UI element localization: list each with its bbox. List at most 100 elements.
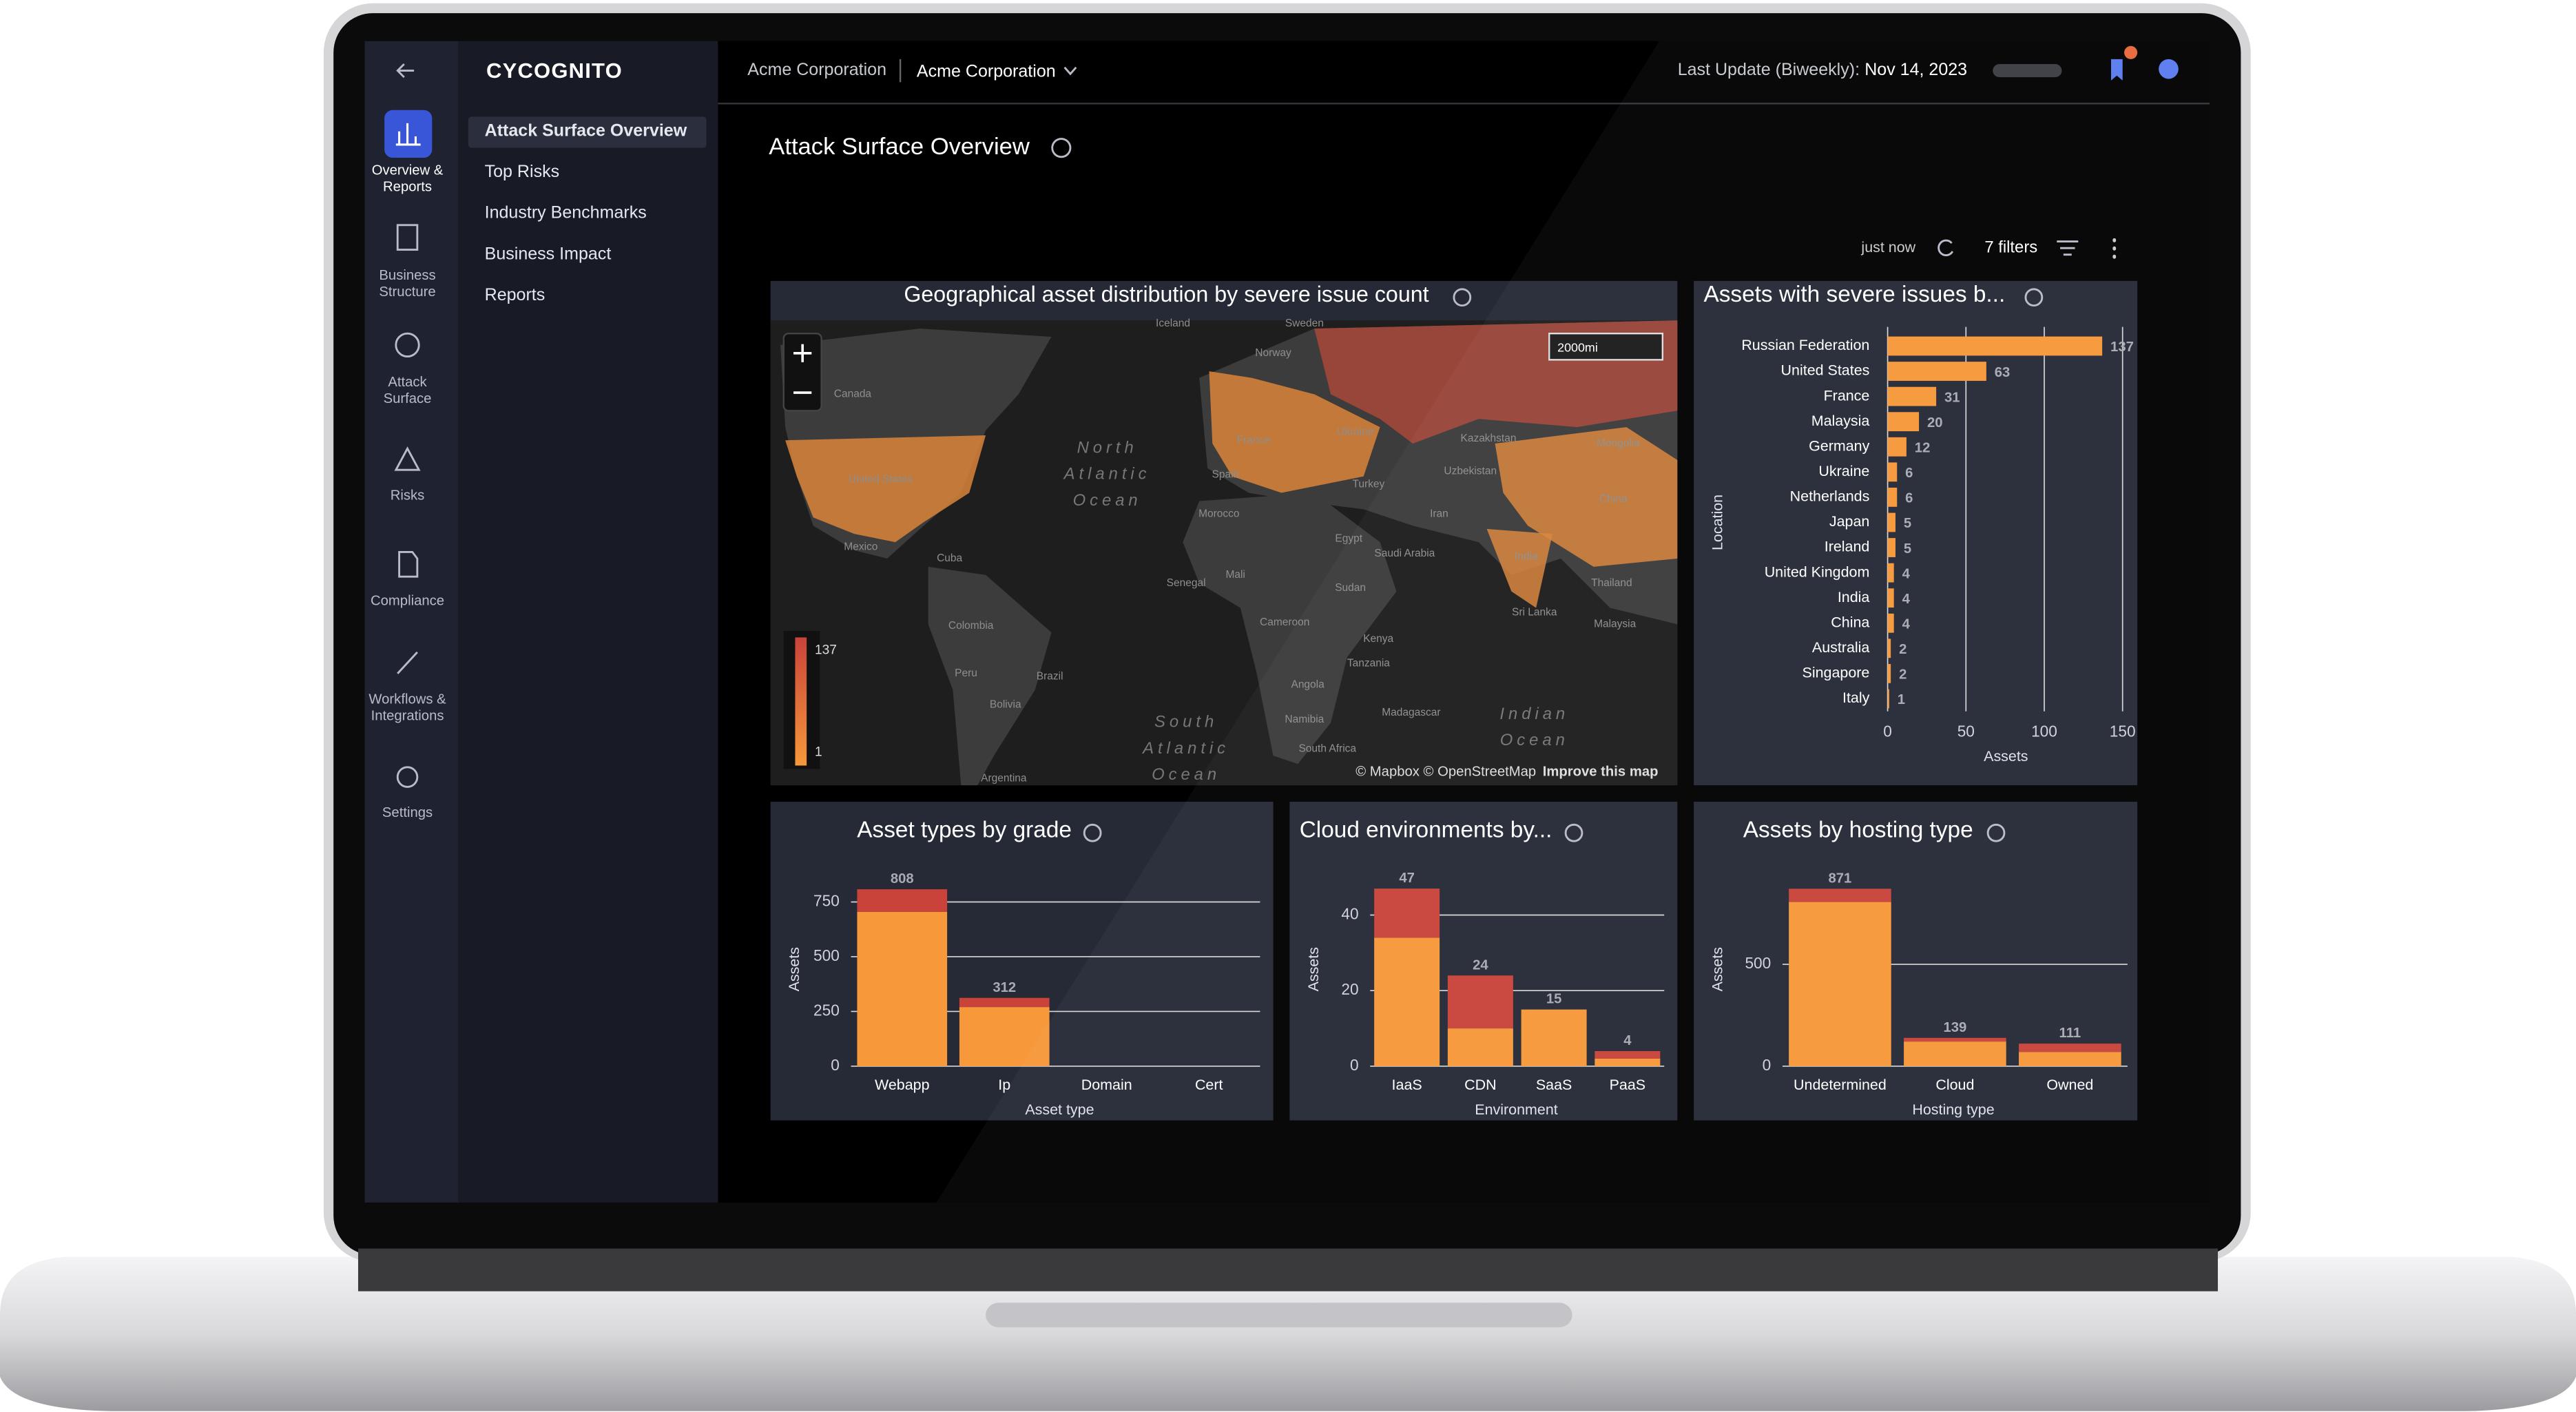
bar — [1887, 437, 1907, 457]
map-label: Tanzania — [1347, 658, 1390, 669]
bookmark-icon[interactable] — [2110, 59, 2123, 81]
y-tick-label: 500 — [1745, 954, 1771, 972]
info-icon[interactable] — [1083, 823, 1102, 842]
info-icon[interactable] — [1986, 823, 2006, 842]
filters[interactable]: 7 filters — [1984, 238, 2037, 256]
category-label: Germany — [1809, 437, 1869, 454]
x-axis-label: Asset type — [1025, 1101, 1094, 1118]
x-tick-label: IaaS — [1392, 1077, 1422, 1093]
map-label: Iran — [1430, 508, 1448, 520]
y-axis-label: Assets — [1305, 947, 1322, 991]
submenu-item[interactable]: Industry Benchmarks — [485, 203, 647, 222]
nav-rail-label[interactable]: Overview & — [372, 163, 444, 178]
zoom-control[interactable] — [782, 332, 822, 412]
chart-title: Asset types by grade — [857, 818, 1072, 843]
laptop-notch — [986, 1302, 1572, 1328]
chart-icon — [395, 123, 421, 146]
org-select[interactable]: Acme Corporation — [917, 62, 1056, 81]
map-label: India — [1515, 551, 1538, 563]
map-label: Madagascar — [1382, 707, 1440, 718]
blurred-user[interactable] — [1993, 64, 2062, 78]
ocean-label: North — [1077, 438, 1138, 457]
map-label: Egypt — [1335, 532, 1362, 544]
map-label: Sudan — [1335, 582, 1366, 594]
map-label: Norway — [1255, 347, 1291, 359]
nav-rail-label[interactable]: Business — [379, 268, 435, 283]
nav-rail — [364, 41, 459, 1203]
nav-rail-label[interactable]: Workflows & — [368, 692, 446, 707]
refresh-icon[interactable] — [1938, 239, 1954, 256]
map-label: Mali — [1225, 569, 1245, 581]
nav-rail-label[interactable]: Settings — [382, 805, 433, 820]
bar-segment — [2019, 1044, 2121, 1052]
x-tick-label: Cert — [1195, 1077, 1223, 1093]
notification-dot — [2124, 45, 2138, 59]
nav-rail-label[interactable]: Attack — [388, 375, 427, 390]
category-label: United States — [1781, 362, 1870, 379]
nav-rail-label[interactable]: Compliance — [371, 593, 444, 608]
bar — [1887, 538, 1895, 557]
building-icon[interactable] — [396, 224, 419, 251]
ocean-label: Indian — [1499, 705, 1569, 723]
bar-segment — [1595, 1058, 1661, 1066]
bar-segment — [1595, 1050, 1661, 1059]
y-axis-label: Location — [1710, 495, 1726, 550]
x-tick-label: Owned — [2046, 1077, 2093, 1093]
help-icon[interactable] — [2159, 59, 2179, 79]
category-label: Australia — [1812, 639, 1870, 656]
value-label: 137 — [2110, 340, 2134, 355]
ocean-label: Atlantic — [1141, 739, 1229, 758]
workflow-icon[interactable] — [397, 651, 418, 674]
settings-icon[interactable] — [396, 766, 419, 788]
total-label: 312 — [993, 980, 1016, 995]
submenu-item[interactable]: Top Risks — [485, 162, 560, 181]
laptop-hinge — [357, 1248, 2219, 1291]
chart-title: Assets by hosting type — [1743, 818, 1973, 843]
nav-rail-label[interactable]: Integrations — [371, 708, 444, 723]
info-icon[interactable] — [1564, 823, 1583, 842]
category-label: Ireland — [1825, 539, 1870, 555]
compliance-icon[interactable] — [398, 550, 419, 578]
bar — [1887, 638, 1891, 658]
nav-rail-label[interactable]: Surface — [384, 391, 432, 406]
ocean-label: South — [1154, 713, 1218, 731]
category-label: Russian Federation — [1741, 337, 1869, 353]
y-tick-label: 0 — [1350, 1056, 1359, 1074]
map-label: Iceland — [1156, 318, 1190, 329]
zoom-icons[interactable] — [793, 344, 812, 394]
map-title: Geographical asset distribution by sever… — [904, 282, 1429, 307]
logo: CYCOGNITO — [486, 59, 623, 83]
total-label: 871 — [1829, 871, 1852, 886]
y-tick-label: 20 — [1341, 980, 1358, 998]
value-label: 6 — [1905, 491, 1913, 506]
nav-rail-label[interactable]: Risks — [391, 488, 425, 503]
info-icon[interactable] — [2024, 288, 2044, 307]
filter-icon[interactable] — [2057, 240, 2079, 256]
risk-icon[interactable] — [394, 446, 421, 471]
collapse-icon[interactable] — [396, 63, 415, 79]
map-improve-link[interactable]: Improve this map — [1543, 764, 1659, 779]
value-label: 4 — [1902, 616, 1911, 632]
map-label: Brazil — [1037, 671, 1063, 683]
submenu-item[interactable]: Reports — [485, 285, 546, 304]
land — [1183, 492, 1397, 765]
nav-rail-label[interactable]: Structure — [379, 284, 435, 300]
y-tick-label: 500 — [813, 946, 840, 964]
total-label: 4 — [1623, 1033, 1632, 1048]
value-label: 1 — [1898, 692, 1905, 707]
info-icon[interactable] — [1051, 138, 1072, 158]
bar-segment — [959, 997, 1050, 1008]
info-icon[interactable] — [1453, 288, 1472, 307]
map-label: Mexico — [844, 541, 877, 552]
target-icon[interactable] — [395, 332, 420, 357]
category-label: France — [1824, 387, 1870, 404]
category-label: Italy — [1842, 689, 1870, 706]
submenu-item[interactable]: Attack Surface Overview — [485, 121, 687, 140]
nav-rail-label[interactable]: Reports — [383, 179, 432, 194]
submenu-item[interactable]: Business Impact — [485, 244, 612, 263]
x-tick-label: Cloud — [1935, 1077, 1974, 1093]
bar — [1887, 512, 1895, 532]
x-axis-label: Hosting type — [1912, 1101, 1994, 1118]
map-label: Angola — [1291, 679, 1325, 691]
